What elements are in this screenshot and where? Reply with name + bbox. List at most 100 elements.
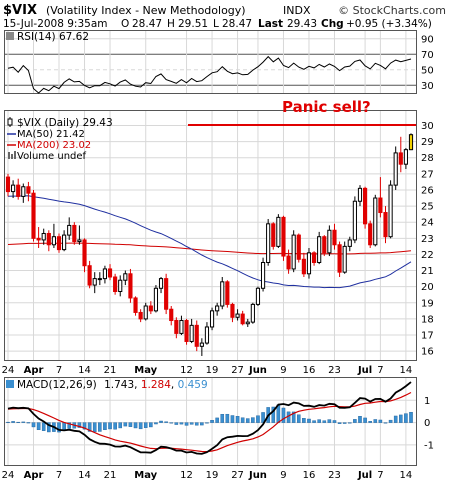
macd-legend-text: MACD(12,26,9) 1.743, 1.284, 0.459	[17, 379, 208, 391]
macd-hist-bar	[47, 422, 51, 433]
candle-apr-4	[51, 223, 56, 248]
candle-apr-7	[56, 233, 62, 253]
candle-apr-23	[118, 275, 123, 297]
candle-may-6	[164, 273, 169, 315]
candle-body	[271, 223, 276, 247]
price-tick-label: 28	[421, 153, 434, 164]
candle-body	[383, 212, 388, 238]
macd-hist-bar	[16, 421, 20, 423]
macd-legend: MACD(12,26,9) 1.743, 1.284, 0.459	[6, 379, 208, 391]
candle-body	[322, 236, 327, 254]
macd-legend-swatch	[6, 380, 14, 388]
candle-apr-25	[128, 268, 133, 303]
price-tick-label: 29	[421, 137, 434, 148]
high-label: H	[167, 18, 175, 30]
candle-body	[128, 273, 133, 299]
macd-hist-bar	[113, 422, 117, 430]
candle-body	[230, 303, 235, 318]
candle-may-8	[174, 317, 179, 339]
macd-hist-bar	[118, 422, 123, 429]
candle-jun-26	[347, 236, 352, 252]
candle-jul-8	[383, 206, 388, 244]
date-axis-label: 19	[206, 365, 219, 376]
candle-may-27	[235, 309, 240, 321]
candle-body	[220, 281, 225, 307]
candle-body	[403, 149, 408, 165]
candle-may-28	[240, 310, 245, 326]
macd-hist-bar	[26, 422, 31, 424]
macd-hist-bar	[393, 415, 398, 423]
date-axis-label: 27	[231, 470, 244, 481]
candle-body	[286, 255, 291, 270]
macd-hist-bar	[103, 422, 107, 431]
candle-jun-11	[291, 230, 296, 273]
candle-body	[194, 324, 199, 347]
candle-jun-20	[327, 225, 332, 257]
copyright: © StockCharts.com	[338, 4, 446, 17]
date-axis-label: 7	[56, 365, 62, 376]
date-axis-label: 7	[377, 365, 383, 376]
macd-hist-bar	[256, 415, 260, 423]
macd-hist-bar	[200, 422, 204, 426]
volume-legend: Volume undef	[17, 151, 87, 162]
chart-header: $VIX (Volatility Index - New Methodology…	[3, 3, 446, 30]
ma50-line	[7, 195, 412, 289]
date-axis-label: 21	[104, 470, 117, 481]
candle-body	[317, 236, 322, 263]
macd-hist-bar	[291, 411, 296, 423]
candle-jul-1	[363, 186, 368, 229]
candle-mar-28	[26, 181, 31, 202]
candle-jun-4	[266, 218, 271, 266]
macd-hist-bar	[322, 420, 327, 423]
candle-apr-14	[82, 238, 87, 273]
macd-hist-bar	[77, 422, 82, 428]
candle-body	[72, 224, 77, 243]
candle-jul-3	[373, 194, 378, 247]
date-axis-label: 12	[180, 470, 193, 481]
macd-legend-macd: 1.743	[104, 379, 134, 391]
macd-hist-bar	[327, 419, 332, 423]
candle-jun-18	[317, 231, 322, 265]
macd-hist-bar	[205, 422, 209, 424]
macd-hist-bar	[215, 417, 219, 423]
macd-hist-bar	[225, 413, 230, 423]
candle-jul-11	[398, 136, 403, 173]
exchange: INDX	[283, 4, 311, 17]
candle-jun-13	[301, 252, 306, 277]
candle-body	[21, 186, 26, 197]
candle-apr-28	[133, 296, 138, 316]
candle-body	[67, 224, 72, 236]
price-grid	[5, 111, 416, 360]
macd-hist-bar	[67, 422, 71, 429]
candle-apr-11	[77, 225, 82, 245]
candle-may-22	[225, 280, 230, 308]
date-axis-label: Jul	[357, 470, 372, 481]
price-legend: $VIX (Daily) 29.43 MA(50) 21.42 MA(200) …	[7, 117, 113, 162]
open-label: O	[121, 18, 129, 30]
macd-hist-bar	[358, 416, 362, 423]
macd-pane: 1 0 -1 MACD(12,26,9) 1.743, 1.284, 0.459	[4, 377, 434, 466]
high-value: 29.51	[178, 18, 208, 30]
price-axis-ticks: 30 29 28 27 26 25 24 23 22 21 20 19 18 17 16	[421, 121, 434, 358]
date-axis-label: 27	[231, 365, 244, 376]
macd-hist-bar	[363, 417, 367, 423]
candle-mar-27	[21, 183, 26, 203]
candle-body	[41, 232, 46, 241]
rsi-pane: 90 70 50 30 RSI(14) 67.62	[4, 30, 434, 94]
candle-body	[123, 273, 128, 281]
macd-hist-bar	[276, 404, 281, 423]
date-axis-label: Jun	[248, 365, 267, 376]
macd-hist-bar	[342, 422, 347, 424]
macd-hist-bar	[154, 422, 158, 425]
macd-hist-bar	[128, 422, 133, 427]
candle-body	[347, 239, 352, 247]
volume-legend-icon	[8, 151, 16, 159]
date-axis-label: 14	[400, 365, 413, 376]
candle-body	[245, 321, 250, 325]
candle-apr-1	[36, 227, 41, 248]
candle-mar-25	[11, 180, 16, 199]
candle-body	[5, 176, 11, 193]
macd-hist-bar	[41, 422, 46, 431]
candle-may-23	[230, 302, 235, 323]
candle-body	[31, 192, 36, 239]
